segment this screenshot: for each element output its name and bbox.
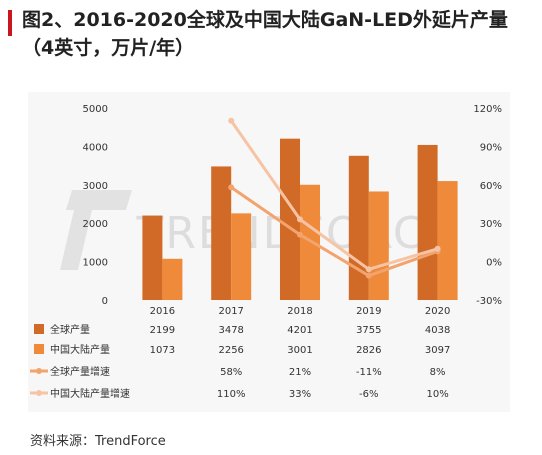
legend-marker [36, 390, 42, 396]
chart-svg: TRENDFORCE010002000300040005000-30%0%30%… [30, 104, 502, 400]
legend-label: 全球产量 [50, 323, 90, 336]
table-value: 3097 [425, 345, 450, 356]
right-axis-tick: 30% [480, 219, 502, 230]
legend-swatch [34, 324, 44, 334]
bar-china [368, 191, 389, 300]
table-value: 4038 [425, 325, 450, 336]
table-value: 1073 [150, 345, 175, 356]
legend-label: 中国大陆产量 [50, 343, 110, 356]
table-value: 2826 [356, 345, 381, 356]
chart-panel: TRENDFORCE010002000300040005000-30%0%30%… [28, 92, 510, 412]
table-value: 21% [289, 367, 311, 378]
watermark-logo [60, 190, 132, 270]
left-axis-tick: 0 [102, 296, 108, 307]
right-axis-tick: 0% [486, 258, 502, 269]
bar-china [231, 213, 252, 300]
legend-marker [36, 368, 42, 374]
legend-label: 全球产量增速 [50, 365, 110, 378]
table-value: 3755 [356, 325, 381, 336]
line-point [365, 272, 372, 279]
right-axis-tick: 60% [480, 181, 502, 192]
line-point [365, 266, 372, 273]
table-value: 2199 [150, 325, 175, 336]
left-axis-tick: 4000 [83, 142, 108, 153]
right-axis-tick: 90% [480, 142, 502, 153]
table-value: 4201 [287, 325, 312, 336]
table-value: 33% [289, 389, 311, 400]
title-accent-bar [8, 10, 12, 36]
legend-swatch [34, 344, 44, 354]
left-axis-tick: 1000 [83, 258, 108, 269]
table-value: -6% [359, 389, 378, 400]
line-point [297, 216, 303, 223]
table-value: 3001 [287, 345, 312, 356]
table-value: 110% [217, 389, 246, 400]
right-axis-tick: 120% [473, 104, 502, 115]
line-global-growth [230, 186, 439, 278]
line-point [228, 117, 235, 124]
table-value: -11% [356, 367, 382, 378]
bar-global [348, 155, 369, 300]
left-axis-tick: 2000 [83, 219, 108, 230]
x-axis-label: 2018 [287, 306, 312, 317]
left-axis-tick: 3000 [83, 181, 108, 192]
line-point [228, 184, 235, 191]
bar-global [211, 166, 232, 300]
bar-global [280, 138, 300, 300]
x-axis-label: 2017 [218, 306, 243, 317]
x-axis-label: 2019 [356, 306, 381, 317]
table-value: 58% [220, 367, 242, 378]
right-axis-tick: -30% [476, 296, 502, 307]
source-note: 资料来源：TrendForce [30, 434, 166, 449]
x-axis-label: 2016 [150, 306, 175, 317]
line-china-growth [229, 119, 439, 271]
bar-china [437, 181, 458, 300]
line-point [297, 231, 303, 238]
line-point [434, 245, 441, 252]
table-value: 8% [430, 367, 446, 378]
bar-global [417, 144, 438, 300]
left-axis-tick: 5000 [83, 104, 108, 115]
table-value: 3478 [218, 325, 243, 336]
table-value: 2256 [218, 345, 243, 356]
bar-china [162, 258, 183, 300]
legend-label: 中国大陆产量增速 [50, 387, 130, 400]
table-value: 10% [426, 389, 448, 400]
chart-title: 图2、2016-2020全球及中国大陆GaN-LED外延片产量（4英寸，万片/年… [22, 9, 508, 59]
x-axis-label: 2020 [425, 306, 450, 317]
bar-global [142, 215, 163, 300]
